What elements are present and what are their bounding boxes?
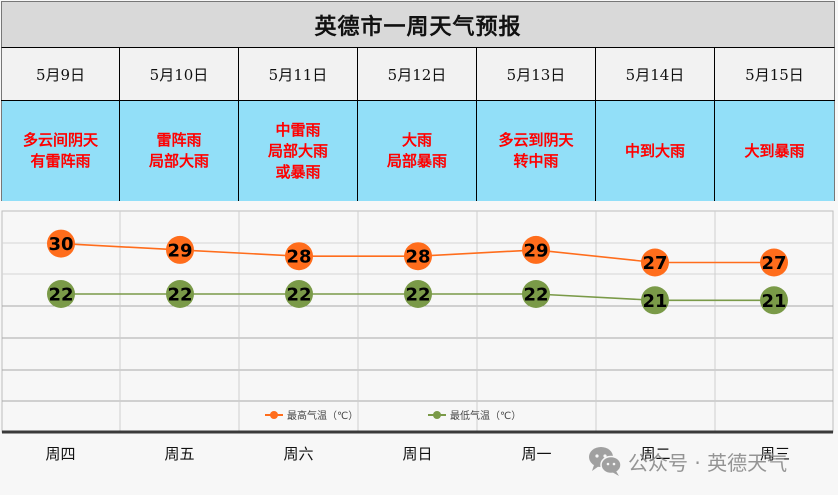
low-temp-marker [522,280,550,308]
high-temp-label: 29 [167,240,192,261]
high-temp-marker [47,229,75,258]
low-temp-label: 22 [48,285,73,306]
date-cell: 5月11日 [239,48,358,100]
date-cell: 5月10日 [120,48,239,100]
high-temp-marker [166,235,194,264]
high-temp-label: 27 [761,253,786,274]
high-temp-label: 30 [48,234,73,255]
weather-condition-cell: 大到暴雨 [715,101,835,201]
high-temp-label: 27 [642,253,667,274]
legend-high-marker-icon [270,411,278,419]
weekday-label: 周二 [640,444,671,463]
weekday-row: 周四 周五 周六 周日 周一 周二 周三 [1,436,835,470]
date-cell: 5月9日 [1,48,120,100]
date-cell: 5月13日 [477,48,596,100]
weekday-label: 周日 [402,444,433,463]
date-cell: 5月15日 [715,48,835,100]
page-title: 英德市一周天气预报 [1,1,835,48]
weather-condition-cell: 大雨 局部暴雨 [358,101,477,201]
weekday-label: 周五 [164,444,195,463]
weekday-label: 周三 [759,444,790,463]
low-temp-marker [404,280,432,308]
low-temp-label: 21 [642,291,667,312]
date-cell: 5月12日 [358,48,477,100]
legend-high-label: 最高气温（℃） [287,409,358,422]
low-temp-label: 22 [286,285,311,306]
temperature-chart: 30 29 28 28 29 27 27 22 22 22 22 22 21 21 最高气温（℃） 最低气温（… [0,201,838,495]
low-temp-marker [641,286,669,315]
date-cell: 5月14日 [596,48,715,100]
high-temp-marker [404,242,432,271]
low-temp-marker [285,280,313,308]
weather-condition-row: 多云间阴天 有雷阵雨 雷阵雨 局部大雨 中雷雨 局部大雨 或暴雨 大雨 局部暴雨 多云到… [1,101,835,201]
low-temp-label: 21 [761,291,786,312]
weather-condition-cell: 中雷雨 局部大雨 或暴雨 [239,101,358,201]
high-temp-marker [760,248,788,277]
low-temp-marker [166,280,194,308]
low-temp-marker [47,280,75,308]
high-temp-marker [641,248,669,277]
high-temp-label: 28 [286,247,311,268]
weekday-label: 周六 [283,444,314,463]
weather-condition-cell: 多云间阴天 有雷阵雨 [1,101,120,201]
high-temp-label: 29 [523,240,548,261]
weather-condition-cell: 雷阵雨 局部大雨 [120,101,239,201]
low-temp-label: 22 [405,285,430,306]
weekday-label: 周一 [521,444,552,463]
legend-low-marker-icon [433,411,441,419]
temperature-line-chart: 30 29 28 28 29 27 27 22 22 22 22 22 21 21 最高气温（℃） 最低气温（… [1,210,834,434]
legend-low-label: 最低气温（℃） [450,409,521,422]
date-row: 5月9日 5月10日 5月11日 5月12日 5月13日 5月14日 5月15日 [1,48,835,101]
high-temp-marker [285,242,313,271]
high-temp-label: 28 [405,247,430,268]
low-temp-marker [760,286,788,315]
weekday-label: 周四 [45,444,76,463]
high-temp-marker [522,235,550,264]
low-temp-label: 22 [523,285,548,306]
weather-condition-cell: 中到大雨 [596,101,715,201]
low-temp-label: 22 [167,285,192,306]
weather-condition-cell: 多云到阴天 转中雨 [477,101,596,201]
